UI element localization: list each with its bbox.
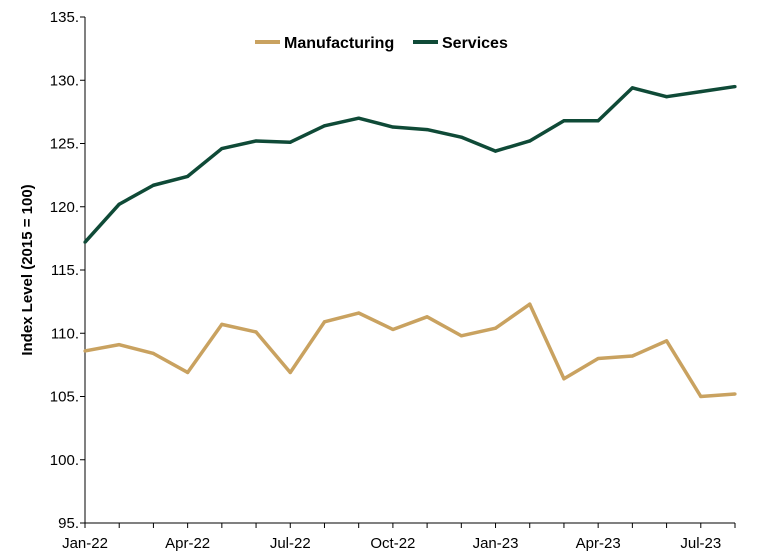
y-tick-label: 115. <box>51 262 79 279</box>
x-tick-label: Jan-23 <box>473 535 519 552</box>
data-point <box>391 327 395 332</box>
data-point <box>493 149 498 153</box>
data-point <box>664 95 669 99</box>
data-point <box>83 349 87 353</box>
legend-label: Services <box>442 35 508 52</box>
data-point <box>151 351 156 356</box>
series-services <box>83 84 737 244</box>
data-point <box>459 135 463 139</box>
data-point <box>288 140 292 144</box>
data-point <box>220 322 224 326</box>
x-axis-ticks: Jan-22 Apr-22 Jul-22 Oct-22 Jan-23 Apr-23 Jul-… <box>62 523 736 552</box>
data-point <box>733 84 737 89</box>
data-point <box>186 174 190 178</box>
data-point <box>425 127 429 132</box>
y-tick-label: 100. <box>50 452 79 469</box>
data-point <box>151 183 156 187</box>
y-tick-label: 135. <box>50 9 79 26</box>
data-point <box>322 320 327 324</box>
data-point <box>391 125 395 129</box>
data-point <box>117 202 121 206</box>
x-tick-label: Oct-22 <box>370 535 415 552</box>
data-point <box>699 90 703 94</box>
data-point <box>699 394 703 399</box>
legend-label: Manufacturing <box>284 35 394 52</box>
x-tick-label: Apr-23 <box>576 535 621 552</box>
data-point <box>562 377 566 381</box>
data-point <box>596 356 600 361</box>
data-point <box>733 392 737 396</box>
data-point <box>117 343 121 347</box>
y-tick-label: 130. <box>50 72 79 89</box>
series-line-services <box>83 84 736 244</box>
data-point <box>596 119 600 123</box>
data-point <box>288 370 292 375</box>
series-lines <box>83 84 737 399</box>
data-point <box>562 119 566 123</box>
data-point <box>459 334 463 338</box>
data-point <box>254 330 258 334</box>
legend: Manufacturing Services <box>255 35 508 52</box>
data-point <box>664 339 669 343</box>
data-point <box>186 370 190 375</box>
data-point <box>528 139 532 143</box>
data-point <box>630 354 634 358</box>
data-point <box>322 124 327 128</box>
y-tick-label: 95. <box>58 515 79 532</box>
data-point <box>493 326 498 330</box>
y-tick-label: 120. <box>50 199 79 216</box>
series-manufacturing <box>83 302 737 399</box>
x-tick-label: Apr-22 <box>165 535 210 552</box>
data-point <box>357 311 361 315</box>
data-point <box>425 315 429 319</box>
x-tick-label: Jul-22 <box>270 535 311 552</box>
y-tick-label: 105. <box>50 389 79 406</box>
data-point <box>254 139 258 143</box>
data-point <box>83 240 87 244</box>
series-line-manufacturing <box>84 302 736 399</box>
y-axis-title: Index Level (2015 = 100) <box>19 184 36 355</box>
x-tick-label: Jan-22 <box>62 535 108 552</box>
x-tick-label: Jul-23 <box>680 535 721 552</box>
data-point <box>528 302 532 306</box>
y-tick-label: 125. <box>50 136 79 153</box>
y-axis-ticks: 95. 100. 105. 110. 115. 120. 125. 130. 135. <box>50 9 85 532</box>
data-point <box>630 86 634 90</box>
data-point <box>220 146 224 151</box>
data-point <box>357 116 361 120</box>
y-tick-label: 110. <box>51 325 79 342</box>
